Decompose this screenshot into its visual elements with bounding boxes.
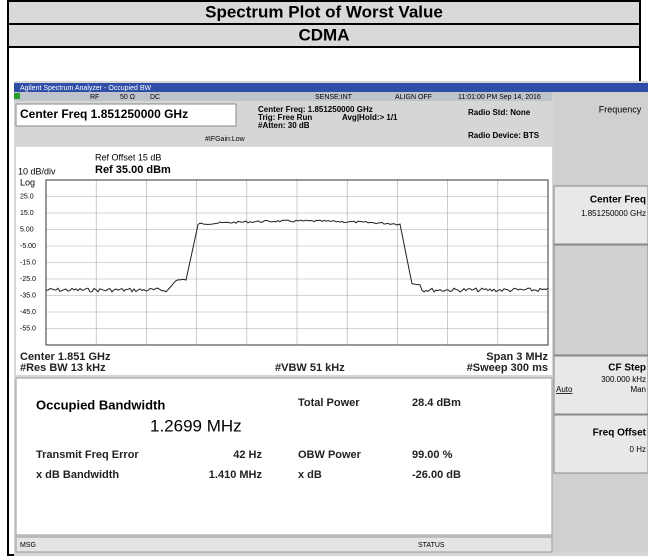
result-label: Total Power	[298, 397, 360, 409]
menu-title: Frequency	[599, 104, 642, 114]
y-axis-label: 5.00	[20, 226, 34, 233]
title-row	[9, 2, 639, 23]
result-label: Transmit Freq Error	[36, 449, 139, 461]
result-label: Occupied Bandwidth	[36, 397, 165, 412]
setting: Radio Device: BTS	[468, 131, 540, 140]
align: ALIGN OFF	[395, 94, 432, 101]
softkey-option: Man	[630, 385, 646, 394]
scale-type: Log	[20, 177, 35, 187]
subtitle-row	[9, 25, 639, 46]
center-freq-box	[15, 103, 237, 127]
y-axis-label: -15.0	[20, 259, 36, 266]
softkey-value: 0 Hz	[630, 445, 646, 454]
softkey-value: 1.851250000 GHz	[581, 209, 646, 218]
result-value: 28.4 dBm	[412, 397, 461, 409]
status-row	[14, 92, 552, 101]
result-value: 42 Hz	[233, 449, 262, 461]
title: Spectrum Plot of Worst Value	[205, 2, 443, 21]
softkey-label: Freq Offset	[593, 428, 647, 439]
result-label: x dB	[298, 469, 322, 481]
softkey-label: Center Freq	[590, 195, 646, 206]
plot-frame	[45, 179, 549, 346]
scale: 10 dB/div	[18, 166, 56, 176]
timestamp: 11:01:00 PM Sep 14, 2016	[458, 94, 541, 101]
y-axis-label: -25.0	[20, 276, 36, 283]
softkey-value: 300.000 kHz	[601, 375, 646, 384]
result-value: -26.00 dB	[412, 469, 461, 481]
y-axis-label: 15.0	[20, 210, 34, 217]
softkey-label: CF Step	[608, 363, 646, 374]
grid	[46, 180, 548, 345]
coupling: DC	[150, 94, 160, 101]
result-value: 1.410 MHz	[209, 469, 263, 481]
softkey[interactable]	[553, 355, 648, 415]
impedance: 50 Ω	[120, 94, 135, 101]
rf: RF	[90, 94, 99, 101]
setting: Avg|Hold:> 1/1	[342, 113, 398, 122]
footer-span: Span 3 MHz	[486, 351, 548, 363]
softkey[interactable]	[553, 414, 648, 474]
result-label: OBW Power	[298, 449, 362, 461]
y-axis-label: -55.0	[20, 325, 36, 332]
result-label: x dB Bandwidth	[36, 469, 119, 481]
status: STATUS	[418, 542, 445, 549]
footer-center: Center 1.851 GHz	[20, 351, 111, 363]
setting: Center Freq: 1.851250000 GHz	[258, 105, 373, 114]
setting: #IFGain:Low	[205, 136, 246, 143]
y-axis-label: -45.0	[20, 309, 36, 316]
subtitle: CDMA	[299, 25, 350, 44]
ref-offset: Ref Offset 15 dB	[95, 152, 161, 162]
status-bar	[15, 536, 553, 553]
setting: Radio Std: None	[468, 108, 531, 117]
footer-sweep: #Sweep 300 ms	[467, 362, 548, 374]
window-title-bar	[14, 83, 648, 92]
footer-vbw: #VBW 51 kHz	[275, 362, 345, 374]
results-panel	[15, 377, 553, 536]
window-title: Agilent Spectrum Analyzer - Occupied BW	[20, 85, 152, 92]
lxi-icon	[14, 93, 20, 99]
center-freq-display: Center Freq 1.851250000 GHz	[20, 107, 188, 121]
softkey[interactable]	[553, 244, 648, 356]
trace	[45, 219, 549, 293]
y-axis-label: 25.0	[20, 193, 34, 200]
softkey[interactable]	[553, 185, 648, 245]
msg: MSG	[20, 542, 36, 549]
setting: #Atten: 30 dB	[258, 121, 310, 130]
y-axis-label: -35.0	[20, 292, 36, 299]
ref-level: Ref 35.00 dBm	[95, 164, 171, 176]
sense: SENSE:INT	[315, 94, 353, 101]
y-axis-label: -5.00	[20, 243, 36, 250]
result-value: 1.2699 MHz	[150, 416, 242, 435]
setting: Trig: Free Run	[258, 113, 312, 122]
footer-res-bw: #Res BW 13 kHz	[20, 362, 106, 374]
softkey-option: Auto	[556, 385, 573, 394]
plot-panel	[16, 147, 552, 375]
result-value: 99.00 %	[412, 449, 453, 461]
